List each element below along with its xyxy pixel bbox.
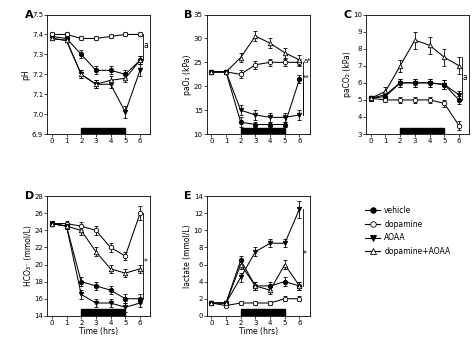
Text: E: E [184, 191, 192, 201]
Bar [241, 309, 285, 316]
Text: a: a [144, 41, 148, 50]
Y-axis label: HCO₃⁻ (mmol/L): HCO₃⁻ (mmol/L) [24, 225, 33, 286]
Text: D: D [25, 191, 34, 201]
Bar [81, 309, 125, 316]
Text: C: C [344, 10, 352, 20]
Y-axis label: lactate (mmol/L): lactate (mmol/L) [183, 224, 192, 288]
Y-axis label: paO₂ (kPa): paO₂ (kPa) [183, 54, 192, 94]
Y-axis label: paCO₂ (kPa): paCO₂ (kPa) [343, 52, 352, 97]
Text: B: B [184, 10, 192, 20]
Text: a: a [463, 73, 467, 82]
X-axis label: Time (hrs): Time (hrs) [239, 327, 278, 337]
Bar [241, 127, 285, 134]
Text: A: A [25, 10, 33, 20]
Text: *: * [303, 250, 307, 259]
Text: **: ** [303, 75, 310, 81]
Text: a*: a* [303, 58, 311, 64]
Y-axis label: pH: pH [22, 69, 31, 79]
Bar [400, 127, 444, 134]
X-axis label: Time (hrs): Time (hrs) [79, 327, 118, 337]
Bar [81, 127, 125, 134]
Text: *: * [144, 258, 147, 268]
Legend: vehicle, dopamine, AOAA, dopamine+AOAA: vehicle, dopamine, AOAA, dopamine+AOAA [365, 206, 450, 256]
